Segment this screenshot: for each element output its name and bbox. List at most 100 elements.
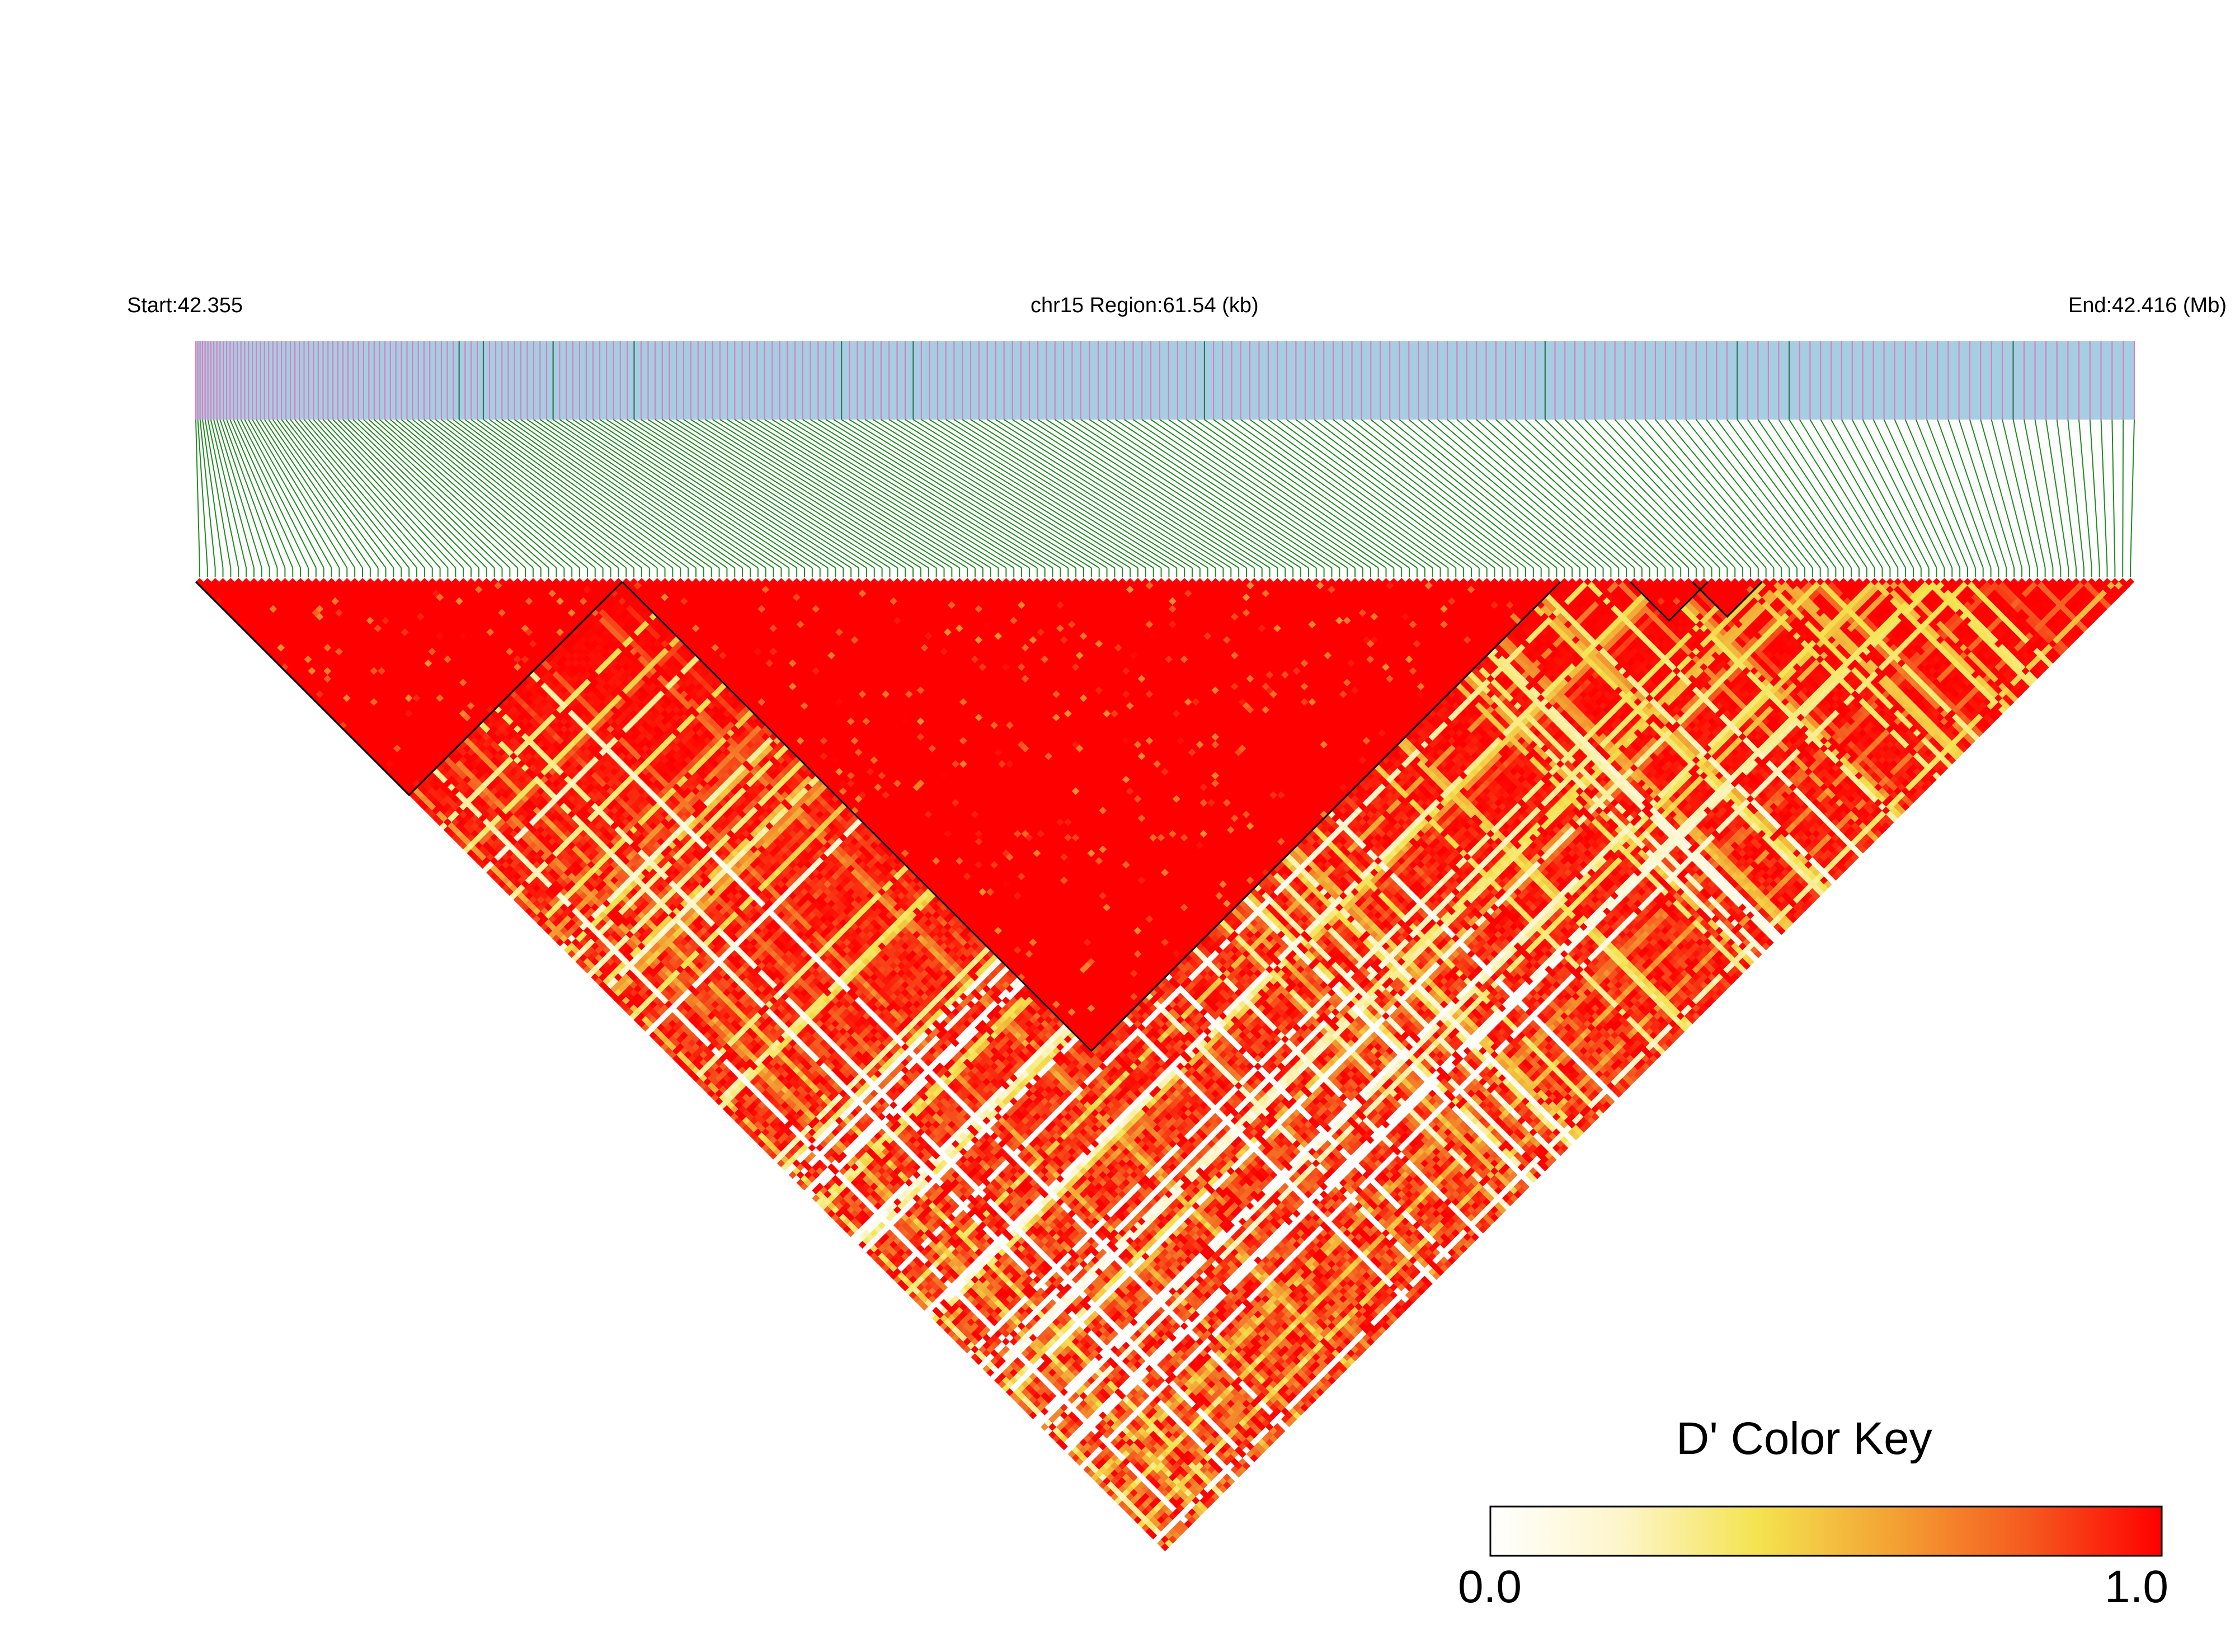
snp-connector — [929, 419, 1169, 568]
snp-marker — [653, 578, 661, 586]
snp-connector — [572, 419, 797, 568]
snp-marker — [1467, 578, 1475, 586]
snp-marker — [359, 578, 366, 586]
snp-connector — [1894, 419, 1961, 568]
snp-marker — [1056, 578, 1065, 586]
snp-connector — [683, 419, 921, 568]
snp-connector — [337, 419, 487, 568]
snp-connector — [945, 419, 1185, 568]
snp-marker — [1878, 578, 1886, 586]
snp-connector — [1089, 419, 1317, 568]
snp-connector — [841, 419, 1084, 568]
snp-marker — [382, 578, 390, 586]
snp-connector — [1063, 419, 1293, 568]
snp-marker — [963, 578, 971, 586]
snp-connector — [727, 419, 968, 568]
snp-connector — [1437, 419, 1612, 568]
snp-marker — [723, 578, 731, 586]
snp-connector — [864, 419, 1108, 568]
snp-marker — [2126, 578, 2134, 586]
snp-connector — [1706, 419, 1821, 568]
snp-marker — [1685, 578, 1692, 586]
snp-connector — [514, 419, 727, 568]
snp-connector — [1333, 419, 1526, 568]
snp-connector — [620, 419, 851, 568]
snp-connector — [390, 419, 564, 568]
snp-connector — [1655, 419, 1782, 568]
snp-marker — [801, 578, 808, 586]
snp-connector — [970, 419, 1208, 568]
snp-connector — [1915, 419, 1976, 568]
snp-connector — [817, 419, 1061, 568]
snp-connector — [237, 419, 309, 568]
snp-connector — [204, 419, 232, 568]
snp-marker — [467, 578, 475, 586]
snp-connector — [1991, 419, 2030, 568]
snp-connector — [435, 419, 627, 568]
snp-marker — [1080, 578, 1088, 586]
snp-marker — [777, 578, 785, 586]
snp-marker — [870, 578, 878, 586]
snp-marker — [1297, 578, 1305, 586]
snp-connector — [210, 419, 247, 568]
snp-connector — [195, 419, 200, 568]
snp-marker — [560, 578, 568, 586]
snp-connector — [912, 419, 1154, 568]
snp-connector — [2067, 419, 2085, 568]
snp-connector — [641, 419, 875, 568]
snp-marker — [909, 578, 917, 586]
snp-connector — [921, 419, 1162, 568]
snp-connector — [1222, 419, 1433, 568]
snp-connector — [1305, 419, 1503, 568]
snp-connector — [579, 419, 805, 568]
snp-marker — [893, 578, 902, 586]
snp-connector — [662, 419, 898, 568]
snp-connector — [764, 419, 1006, 568]
snp-connector — [1937, 419, 1992, 568]
snp-marker — [1715, 578, 1724, 586]
snp-connector — [216, 419, 262, 568]
snp-connector — [987, 419, 1224, 568]
snp-connector — [1485, 419, 1650, 568]
snp-marker — [878, 578, 886, 586]
snp-marker — [413, 578, 421, 586]
snp-marker — [1010, 578, 1018, 586]
snp-position-track — [196, 341, 2134, 420]
snp-connector — [424, 419, 611, 568]
snp-connector — [202, 419, 224, 568]
snp-connector — [539, 419, 759, 568]
snp-connector — [1554, 419, 1705, 568]
snp-connector — [1594, 419, 1735, 568]
snp-marker — [2018, 578, 2026, 586]
snp-connector — [802, 419, 1046, 568]
snp-marker — [397, 578, 406, 586]
snp-connector — [559, 419, 782, 568]
snp-connector — [881, 419, 1123, 568]
snp-connector — [429, 419, 619, 568]
snp-connector — [1841, 419, 1922, 568]
snp-marker — [490, 578, 498, 586]
snp-connector — [1789, 419, 1883, 568]
snp-marker — [956, 578, 964, 586]
snp-connector — [1186, 419, 1402, 568]
snp-connector — [787, 419, 1030, 568]
snp-marker — [746, 578, 754, 586]
snp-connector — [2045, 419, 2069, 568]
snp-connector — [2024, 419, 2054, 568]
snp-connector — [1106, 419, 1333, 568]
snp-marker — [1490, 578, 1499, 586]
snp-marker — [537, 578, 545, 586]
snp-connector — [308, 419, 441, 568]
snp-marker — [676, 578, 685, 586]
snp-marker — [839, 578, 848, 586]
snp-connector — [213, 419, 255, 568]
snp-connector — [1574, 419, 1720, 568]
snp-marker — [405, 578, 413, 586]
snp-connector — [825, 419, 1069, 568]
snp-connector — [627, 419, 859, 568]
snp-connector — [520, 419, 735, 568]
snp-connector — [418, 419, 604, 568]
snp-connector — [1604, 419, 1743, 568]
snp-connector — [252, 419, 340, 568]
